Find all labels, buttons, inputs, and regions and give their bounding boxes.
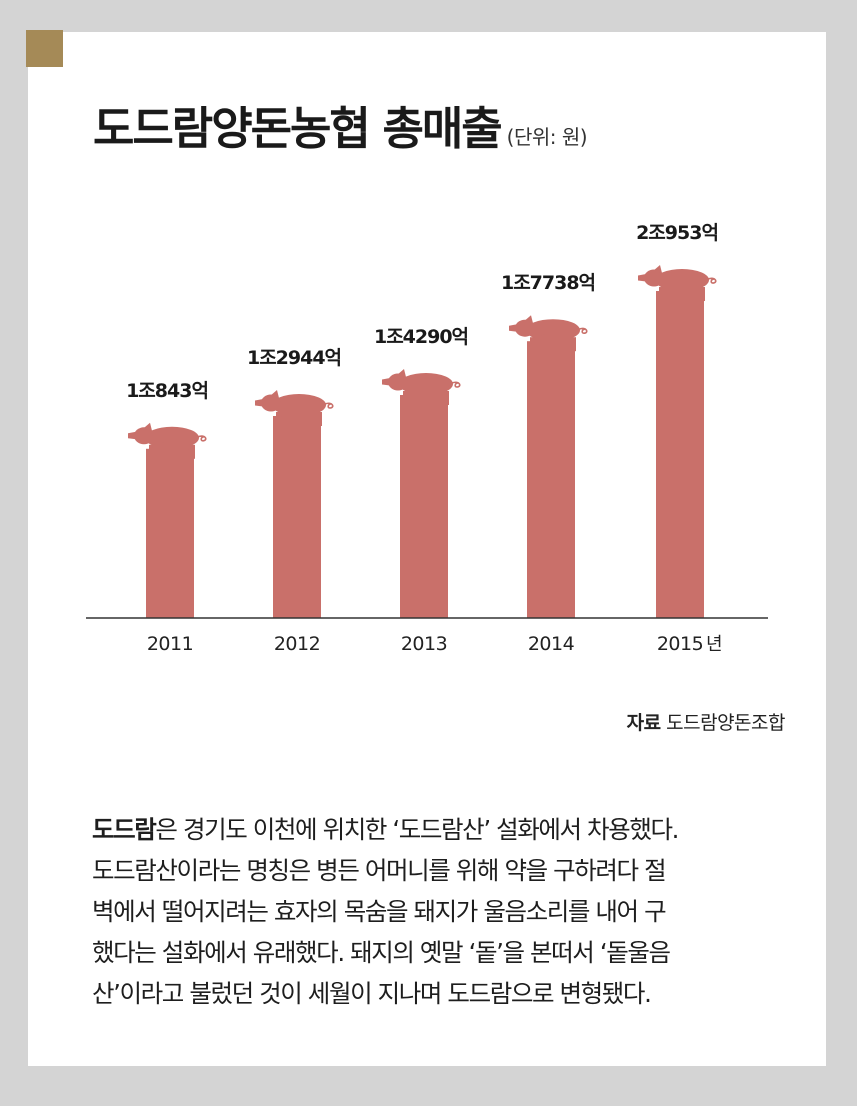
x-axis-unit: 년	[706, 634, 723, 655]
description-line-4: 했다는 설화에서 유래했다. 돼지의 옛말 ‘돝’을 본떠서 ‘돝울음	[92, 938, 671, 967]
description-line-5: 산’이라고 불렀던 것이 세월이 지나며 도드람으로 변형됐다.	[92, 979, 652, 1008]
x-tick-label-2012: 2012	[274, 633, 320, 655]
bar-2011	[146, 448, 194, 618]
title-block: 도드람양돈농협 총매출 (단위: 원)	[93, 92, 588, 157]
description-line-2: 도드람산이라는 명칭은 병든 어머니를 위해 약을 구하려다 절	[92, 856, 667, 885]
value-label-2011: 1조843억	[126, 380, 208, 402]
value-label-2015: 2조953억	[636, 222, 718, 244]
bar-2013	[400, 394, 448, 618]
source-label: 자료	[626, 712, 661, 734]
bar-2014	[527, 341, 575, 618]
bar-2015	[656, 291, 704, 618]
description-line-1: 은 경기도 이천에 위치한 ‘도드람산’ 설화에서 차용했다.	[155, 815, 679, 844]
value-label-2012: 1조2944억	[247, 347, 341, 369]
x-tick-label-2015: 2015	[657, 633, 703, 655]
description-lead: 도드람	[92, 815, 157, 844]
source-note: 자료 도드람양돈조합	[626, 708, 786, 735]
bars-layer	[127, 264, 717, 618]
chart-title: 도드람양돈농협 총매출	[93, 102, 503, 155]
source-text: 도드람양돈조합	[666, 712, 785, 734]
x-tick-label-2011: 2011	[147, 633, 193, 655]
description: 도드람은 경기도 이천에 위치한 ‘도드람산’ 설화에서 차용했다. 도드람산이…	[92, 809, 772, 1014]
bar-chart: 1조843억 2011 1조2944억 2012 1조4290억 2013 1조7738억 2…	[86, 222, 768, 655]
x-tick-label-2014: 2014	[528, 633, 575, 655]
value-label-2013: 1조4290억	[374, 326, 468, 348]
bar-2012	[273, 416, 321, 618]
labels-layer: 1조843억 2011 1조2944억 2012 1조4290억 2013 1조7738억 2…	[126, 222, 722, 655]
unit-label: (단위: 원)	[506, 125, 588, 149]
corner-accent	[26, 30, 63, 67]
value-label-2014: 1조7738억	[501, 272, 595, 294]
description-line-3: 벽에서 떨어지려는 효자의 목숨을 돼지가 울음소리를 내어 구	[92, 897, 667, 926]
x-tick-label-2013: 2013	[401, 633, 447, 655]
